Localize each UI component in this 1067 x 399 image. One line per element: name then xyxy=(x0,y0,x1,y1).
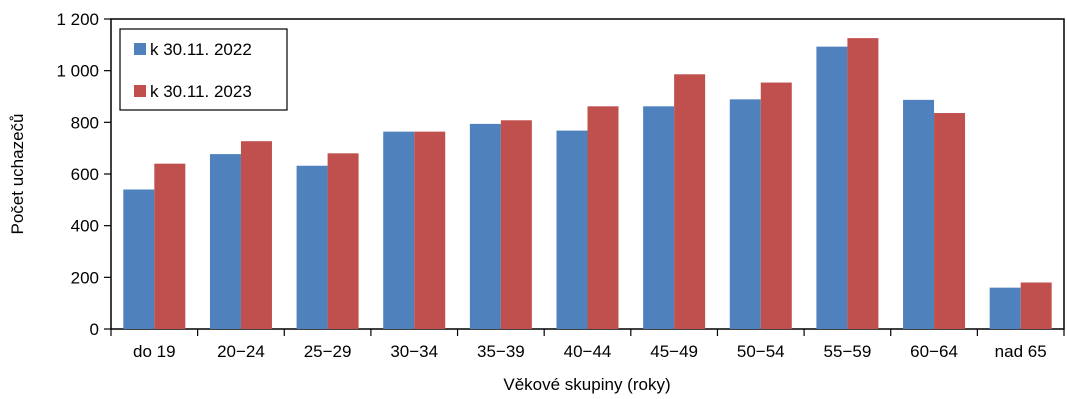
y-axis-title: Počet uchazečů xyxy=(8,114,27,235)
bar-2023-0 xyxy=(154,163,186,329)
legend: k 30.11. 2022 k 30.11. 2023 xyxy=(119,28,288,111)
bar-2022-3 xyxy=(383,131,415,329)
legend-label-2022: k 30.11. 2022 xyxy=(150,40,252,59)
bar-2023-4 xyxy=(500,120,532,330)
x-tick-label: nad 65 xyxy=(995,342,1047,361)
bar-2022-9 xyxy=(903,99,935,329)
bar-2023-2 xyxy=(327,153,359,329)
bar-2023-8 xyxy=(847,38,879,329)
x-axis: do 19 20−24 25−29 30−34 35−39 40−44 45−49 50−54… xyxy=(110,329,1065,361)
y-tick-label: 1 000 xyxy=(56,62,99,81)
bars-group xyxy=(123,38,1052,330)
x-tick-label: 20−24 xyxy=(217,342,265,361)
y-tick-label: 200 xyxy=(71,268,99,287)
bar-2023-9 xyxy=(934,113,966,330)
bar-2022-1 xyxy=(209,154,241,329)
x-tick-label: 35−39 xyxy=(477,342,525,361)
bar-2023-7 xyxy=(760,82,792,329)
y-tick-label: 400 xyxy=(71,217,99,236)
y-tick-label: 0 xyxy=(90,320,99,339)
bar-2022-6 xyxy=(643,106,675,329)
y-tick-label: 800 xyxy=(71,113,99,132)
bar-2023-6 xyxy=(674,74,706,330)
x-tick-label: do 19 xyxy=(133,342,176,361)
x-tick-label: 50−54 xyxy=(737,342,785,361)
x-tick-label: 45−49 xyxy=(650,342,698,361)
x-tick-label: 30−34 xyxy=(390,342,438,361)
x-axis-title: Věkové skupiny (roky) xyxy=(503,375,670,394)
bar-2023-1 xyxy=(240,141,272,329)
bar-2023-10 xyxy=(1020,282,1052,329)
bar-2022-2 xyxy=(296,165,328,329)
bar-2022-0 xyxy=(123,189,155,329)
legend-box xyxy=(119,28,288,111)
bar-2023-5 xyxy=(587,106,619,329)
x-tick-label: 55−59 xyxy=(824,342,872,361)
bar-2022-7 xyxy=(729,99,761,329)
bar-2022-4 xyxy=(469,123,501,329)
legend-label-2023: k 30.11. 2023 xyxy=(150,82,252,101)
legend-swatch-2022 xyxy=(134,43,146,55)
y-tick-label: 600 xyxy=(71,165,99,184)
bar-2022-5 xyxy=(556,130,588,329)
x-tick-label: 60−64 xyxy=(910,342,958,361)
x-tick-label: 25−29 xyxy=(304,342,352,361)
x-tick-label: 40−44 xyxy=(564,342,612,361)
y-tick-label: 1 200 xyxy=(56,10,99,29)
y-axis: 0 200 400 600 800 1 000 1 200 xyxy=(56,10,111,339)
bar-2022-8 xyxy=(816,46,848,330)
bar-2023-3 xyxy=(414,131,446,329)
legend-swatch-2023 xyxy=(134,85,146,97)
bar-2022-10 xyxy=(989,287,1021,329)
